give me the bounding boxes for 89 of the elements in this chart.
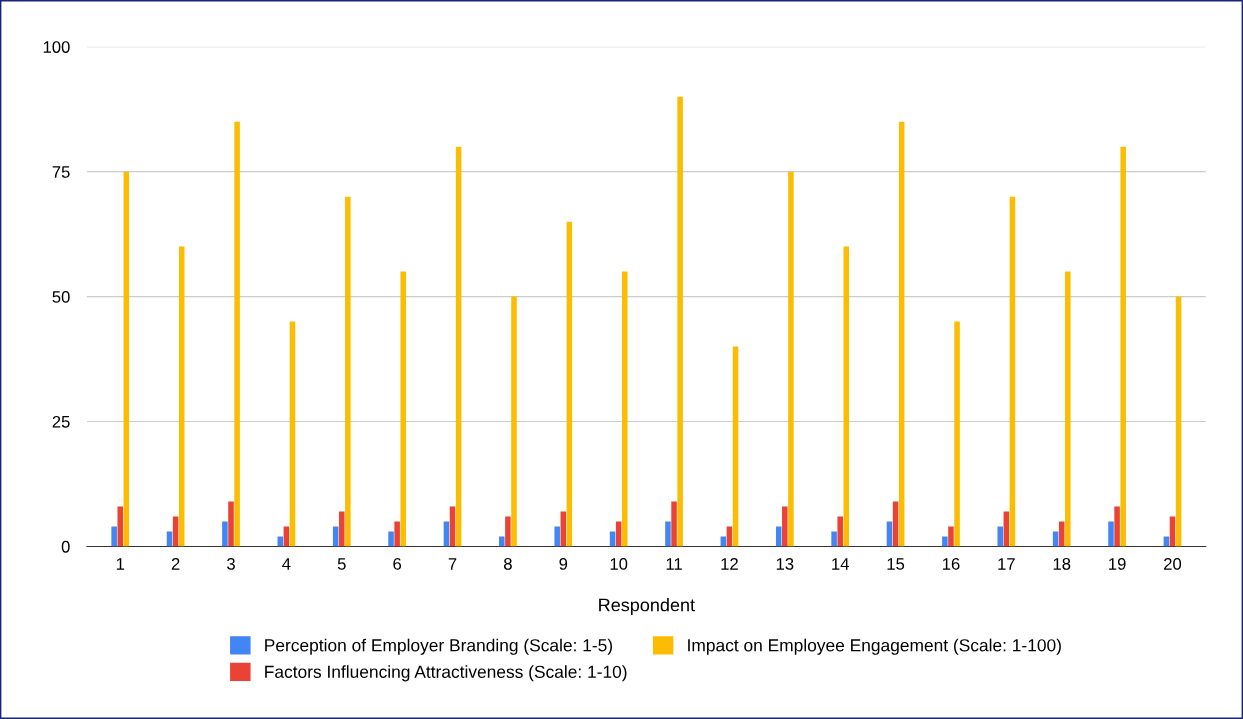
bar bbox=[671, 501, 677, 547]
x-tick-label: 3 bbox=[227, 557, 235, 570]
bar bbox=[345, 196, 351, 547]
bar bbox=[732, 346, 739, 547]
bar bbox=[1058, 521, 1065, 547]
bar bbox=[1120, 146, 1126, 547]
x-tick-label: 13 bbox=[776, 557, 794, 570]
bar bbox=[178, 246, 185, 547]
bar bbox=[123, 171, 130, 547]
bar bbox=[775, 526, 782, 547]
bar bbox=[843, 246, 850, 547]
x-axis-title: Respondent bbox=[599, 598, 695, 615]
bar bbox=[942, 536, 948, 547]
x-tick-label: 15 bbox=[887, 558, 905, 570]
x-tick-label: 1 bbox=[116, 558, 125, 570]
x-tick-label: 2 bbox=[171, 557, 180, 570]
bar bbox=[400, 271, 407, 547]
bar bbox=[1052, 531, 1059, 547]
x-tick-label: 20 bbox=[1164, 557, 1182, 570]
x-tick-label: 18 bbox=[1053, 557, 1071, 570]
x-tick-label: 19 bbox=[1109, 557, 1126, 570]
bar bbox=[1169, 516, 1176, 547]
y-tick-label: 100 bbox=[43, 41, 70, 53]
bar bbox=[172, 516, 179, 547]
bar bbox=[954, 321, 960, 547]
bar bbox=[443, 521, 450, 547]
bar bbox=[837, 516, 843, 547]
bar bbox=[726, 526, 733, 547]
bar bbox=[511, 296, 517, 547]
legend-label: Factors Influencing Attractiveness (Scale: 1-10) bbox=[265, 665, 627, 682]
x-tick-label: 9 bbox=[559, 557, 568, 570]
bar bbox=[332, 526, 339, 547]
y-tick-label: 0 bbox=[61, 540, 70, 553]
y-tick-label: 75 bbox=[52, 166, 70, 178]
bar bbox=[289, 321, 296, 547]
bar bbox=[782, 506, 788, 547]
bar bbox=[388, 531, 394, 547]
bar bbox=[499, 536, 505, 547]
bar bbox=[505, 516, 511, 547]
bar bbox=[455, 146, 462, 547]
bar bbox=[338, 511, 345, 547]
legend-label: Perception of Employer Branding (Scale: 1-5) bbox=[265, 638, 613, 655]
bar bbox=[621, 271, 628, 547]
bar bbox=[566, 221, 573, 547]
bar bbox=[1108, 521, 1114, 547]
bar bbox=[948, 526, 954, 547]
bar bbox=[222, 521, 228, 547]
x-tick-label: 5 bbox=[337, 558, 346, 570]
bar bbox=[886, 521, 893, 547]
x-tick-label: 8 bbox=[504, 557, 512, 570]
bar bbox=[1114, 506, 1120, 547]
bar bbox=[1163, 536, 1170, 547]
x-tick-label: 7 bbox=[448, 558, 457, 570]
bar bbox=[277, 536, 284, 547]
bar bbox=[1175, 296, 1182, 547]
legend-label: Impact on Employee Engagement (Scale: 1-100) bbox=[688, 638, 1061, 655]
bar bbox=[1003, 511, 1010, 547]
x-tick-label: 10 bbox=[610, 557, 628, 570]
bar bbox=[283, 526, 290, 547]
x-tick-label: 12 bbox=[721, 557, 738, 570]
bar bbox=[997, 526, 1004, 547]
bar bbox=[560, 511, 567, 547]
x-tick-label: 11 bbox=[666, 558, 682, 570]
bar bbox=[111, 526, 117, 547]
bar bbox=[449, 506, 456, 547]
bar bbox=[831, 531, 837, 547]
x-tick-label: 17 bbox=[998, 558, 1015, 570]
x-tick-label: 4 bbox=[282, 558, 291, 570]
bar bbox=[228, 501, 234, 547]
bar bbox=[720, 536, 727, 547]
x-tick-label: 14 bbox=[832, 558, 849, 570]
y-tick-label: 25 bbox=[52, 415, 70, 428]
bar bbox=[554, 526, 560, 547]
bar bbox=[1065, 271, 1071, 547]
x-tick-label: 16 bbox=[942, 557, 960, 570]
x-tick-label: 6 bbox=[393, 557, 402, 570]
bar bbox=[788, 171, 794, 547]
bar bbox=[665, 521, 671, 547]
bar bbox=[677, 96, 683, 547]
bar bbox=[117, 506, 124, 547]
bar bbox=[898, 121, 905, 547]
bar bbox=[166, 531, 173, 547]
bar bbox=[1009, 196, 1016, 547]
bar bbox=[615, 521, 622, 547]
bar bbox=[234, 121, 240, 547]
bar bbox=[394, 521, 400, 547]
bar bbox=[609, 531, 616, 547]
y-tick-label: 50 bbox=[52, 290, 70, 303]
bar bbox=[892, 501, 899, 547]
